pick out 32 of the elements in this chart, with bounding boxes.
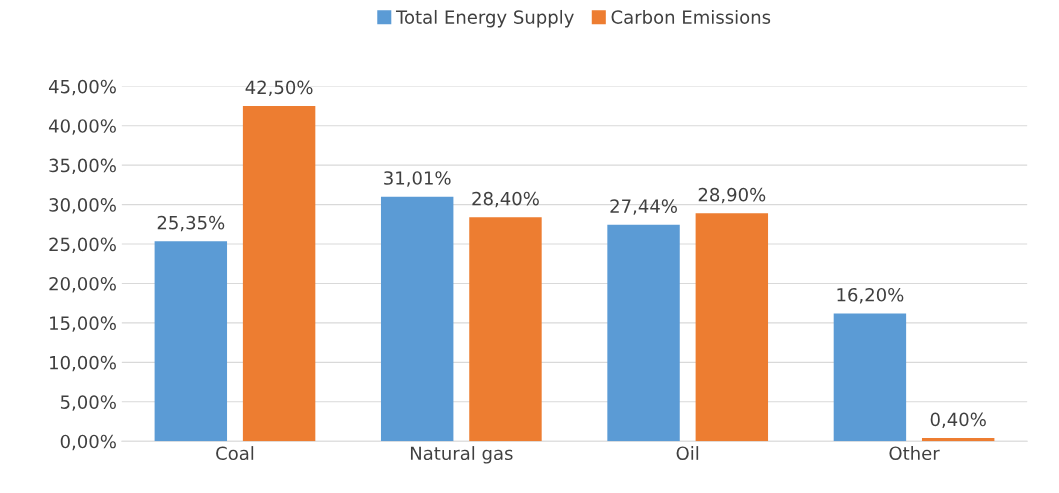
bar: [380, 196, 454, 442]
legend-label: Total Energy Supply: [395, 9, 574, 28]
data-label: 27,44%: [610, 199, 677, 215]
y-tick-label: 40,00%: [48, 119, 116, 135]
data-label: 28,90%: [698, 187, 766, 204]
bar: [154, 241, 228, 442]
y-tick-label: 15,00%: [50, 316, 116, 332]
x-tick-label: Oil: [676, 446, 699, 461]
data-label: 31,01%: [384, 171, 451, 187]
data-label: 25,35%: [157, 215, 225, 232]
y-tick-label: 0,00%: [60, 434, 116, 451]
y-tick-label: 20,00%: [49, 276, 116, 293]
data-label: 42,50%: [245, 80, 313, 97]
bar: [607, 224, 680, 442]
bar: [833, 313, 907, 442]
data-label: 16,20%: [837, 287, 904, 304]
y-tick-label: 35,00%: [49, 158, 116, 175]
data-label: 28,40%: [472, 191, 539, 208]
y-tick-label: 10,00%: [50, 355, 116, 372]
y-tick-label: 25,00%: [49, 237, 116, 253]
data-label: 0,40%: [930, 412, 986, 429]
y-tick-label: 30,00%: [49, 198, 116, 214]
x-tick-label: Coal: [216, 446, 254, 461]
x-tick-label: Natural gas: [410, 446, 513, 464]
y-tick-label: 5,00%: [60, 395, 116, 411]
bar: [695, 213, 769, 442]
bar: [469, 217, 542, 442]
legend-label: Carbon Emissions: [611, 9, 771, 24]
y-tick-label: 45,00%: [48, 79, 116, 96]
x-tick-label: Other: [889, 446, 940, 461]
bar: [921, 438, 995, 442]
bar: [242, 106, 316, 442]
